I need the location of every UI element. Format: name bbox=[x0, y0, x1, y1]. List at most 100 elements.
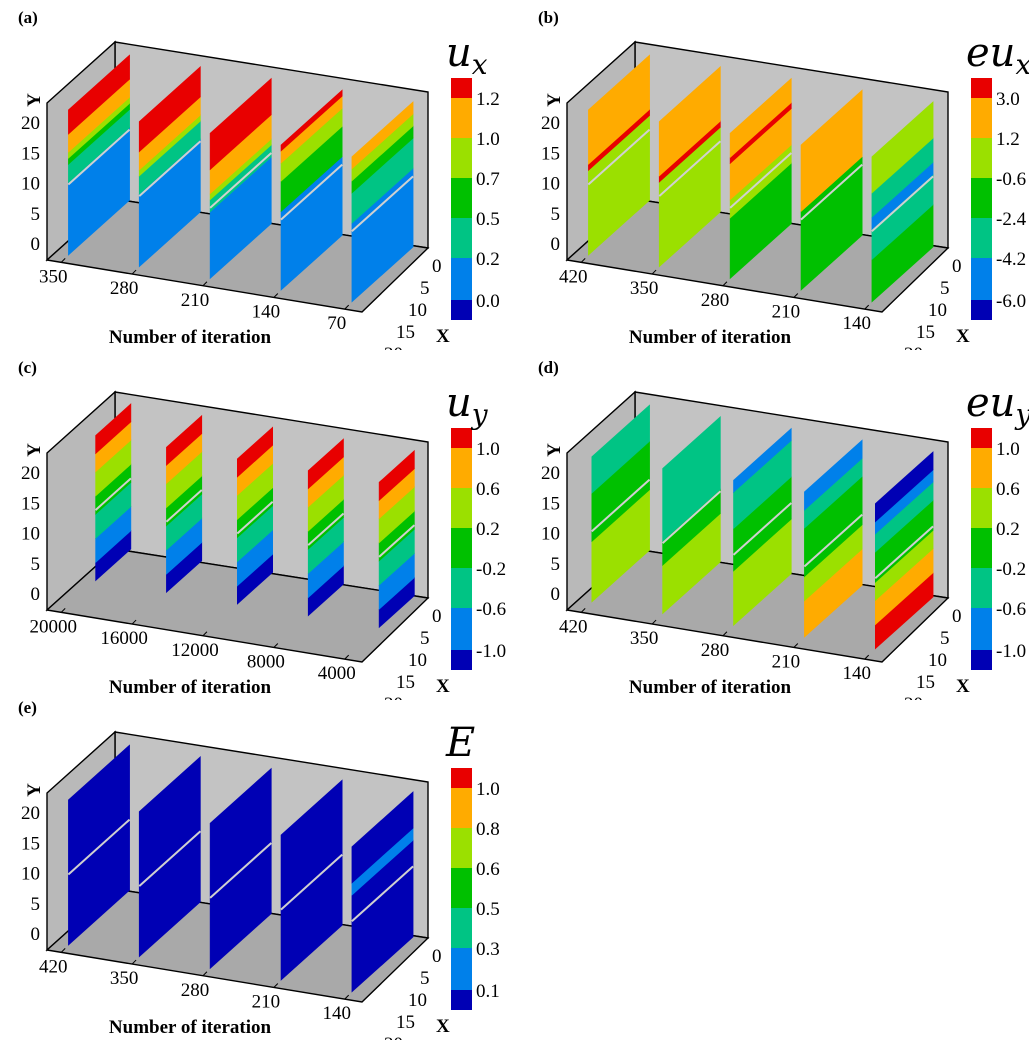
colorbar-band bbox=[971, 448, 992, 488]
slice-cut-line bbox=[236, 501, 274, 535]
colorbar-tick-label: 0.8 bbox=[476, 819, 500, 840]
contour-slice bbox=[661, 416, 722, 615]
colorbar-tick-label: -0.2 bbox=[476, 559, 506, 580]
contour-region bbox=[138, 756, 201, 958]
contour-region bbox=[662, 416, 721, 542]
contour-region bbox=[307, 438, 344, 490]
colorbar-tick-label: 1.0 bbox=[476, 779, 500, 800]
y-axis-label: Y bbox=[544, 93, 565, 107]
iteration-tick-mark bbox=[651, 619, 657, 625]
x-tick-label: 10 bbox=[408, 650, 427, 671]
colorbar-title: eux bbox=[966, 30, 1029, 81]
iteration-tick-label: 350 bbox=[110, 968, 139, 989]
x-tick-label: 0 bbox=[432, 946, 442, 967]
colorbar-band bbox=[971, 258, 992, 300]
iteration-tick-label: 350 bbox=[630, 278, 659, 299]
iteration-tick-label: 420 bbox=[39, 956, 68, 977]
y-tick-label: 20 bbox=[541, 463, 560, 484]
iteration-tick-mark bbox=[60, 258, 66, 263]
iteration-tick-mark bbox=[273, 643, 279, 648]
colorbar-band bbox=[971, 178, 992, 218]
contour-slice bbox=[209, 767, 272, 970]
contour-region bbox=[378, 449, 415, 502]
iteration-tick-mark bbox=[131, 619, 137, 625]
x-tick-label: 15 bbox=[396, 672, 415, 693]
y-tick-label: 20 bbox=[21, 113, 40, 134]
y-tick-label: 5 bbox=[31, 894, 41, 915]
colorbar-tick-label: 1.0 bbox=[476, 129, 500, 150]
x-tick-label: 15 bbox=[916, 322, 935, 343]
contour-region bbox=[280, 89, 343, 152]
colorbar-tick-label: 0.6 bbox=[476, 479, 500, 500]
slice-cut-line bbox=[307, 512, 345, 546]
colorbar-tick-label: -2.4 bbox=[996, 209, 1027, 230]
slice-cut-line bbox=[280, 853, 343, 911]
x-tick-label: 15 bbox=[396, 322, 415, 343]
slice-cut-line bbox=[729, 152, 792, 209]
iteration-tick-label: 140 bbox=[842, 663, 871, 684]
iteration-tick-label: 210 bbox=[772, 301, 801, 322]
iteration-axis-label: Number of iteration bbox=[109, 327, 272, 348]
iteration-tick-label: 420 bbox=[559, 616, 588, 637]
contour-region bbox=[209, 767, 272, 970]
x-tick-label: 5 bbox=[420, 628, 430, 649]
x-tick-label: 5 bbox=[940, 278, 950, 299]
y-tick-label: 20 bbox=[21, 803, 40, 824]
contour-slice bbox=[138, 66, 202, 268]
iteration-tick-mark bbox=[864, 654, 870, 660]
colorbar-tick-label: -1.0 bbox=[476, 641, 506, 662]
y-tick-label: 15 bbox=[541, 493, 560, 514]
x-tick-label: 0 bbox=[952, 606, 962, 627]
x-tick-label: 20 bbox=[384, 344, 403, 350]
contour-region bbox=[871, 101, 934, 194]
slice-cut-line bbox=[803, 513, 863, 568]
iteration-tick-mark bbox=[202, 971, 208, 977]
contour-region bbox=[138, 66, 201, 153]
contour-region bbox=[68, 54, 130, 135]
y-tick-label: 0 bbox=[551, 584, 561, 605]
contour-slice bbox=[658, 66, 722, 268]
colorbar-band bbox=[971, 650, 992, 670]
iteration-tick-label: 280 bbox=[701, 290, 730, 311]
colorbar-tick-label: 3.0 bbox=[996, 89, 1020, 110]
y-tick-label: 0 bbox=[31, 234, 41, 255]
iteration-tick-mark bbox=[344, 304, 350, 310]
colorbar-band bbox=[451, 218, 472, 258]
iteration-tick-mark bbox=[580, 258, 586, 263]
slice-cut-line bbox=[138, 830, 202, 887]
contour-region bbox=[68, 744, 130, 946]
contour-region bbox=[280, 779, 343, 981]
colorbar-band bbox=[451, 768, 472, 788]
colorbar-band bbox=[971, 488, 992, 528]
colorbar-title: E bbox=[445, 720, 475, 766]
iteration-tick-label: 4000 bbox=[318, 663, 356, 684]
iteration-axis-label: Number of iteration bbox=[109, 1017, 272, 1038]
y-tick-label: 20 bbox=[541, 113, 560, 134]
contour-slice bbox=[591, 404, 651, 603]
y-tick-label: 15 bbox=[21, 143, 40, 164]
iteration-tick-mark bbox=[60, 948, 66, 953]
iteration-tick-mark bbox=[722, 281, 728, 287]
colorbar-tick-label: -0.6 bbox=[996, 599, 1026, 620]
slice-cut-line bbox=[138, 140, 202, 197]
iteration-tick-label: 350 bbox=[630, 628, 659, 649]
iteration-tick-label: 8000 bbox=[247, 651, 285, 672]
contour-region bbox=[351, 791, 414, 884]
floor bbox=[45, 548, 430, 663]
iteration-tick-label: 420 bbox=[559, 266, 588, 287]
colorbar-band bbox=[451, 990, 472, 1010]
iteration-tick-mark bbox=[131, 269, 137, 275]
y-tick-label: 0 bbox=[31, 924, 41, 945]
colorbar-band bbox=[451, 948, 472, 990]
contour-slice bbox=[874, 451, 934, 650]
slice-cut-line bbox=[732, 502, 792, 556]
iteration-axis-label: Number of iteration bbox=[109, 677, 272, 698]
colorbar-band bbox=[451, 528, 472, 568]
contour-region bbox=[588, 54, 650, 165]
colorbar-tick-label: -6.0 bbox=[996, 291, 1026, 312]
colorbar-title-subscript: y bbox=[470, 398, 489, 431]
panel-e: (e) 420 350 280 210 140 20 15 10 5 0 Y Number of ite… bbox=[0, 690, 520, 1040]
colorbar-band bbox=[451, 568, 472, 608]
iteration-tick-mark bbox=[202, 281, 208, 287]
